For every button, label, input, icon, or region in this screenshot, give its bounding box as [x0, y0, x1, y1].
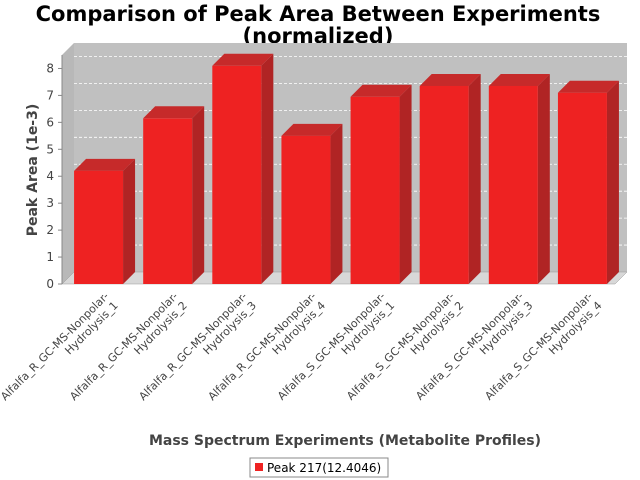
legend-label: Peak 217(12.4046)	[267, 461, 381, 475]
y-tick-label: 6	[46, 115, 54, 129]
plot-back-wall	[74, 43, 627, 272]
bar-front	[281, 135, 331, 284]
bar	[557, 80, 619, 284]
bar	[488, 73, 550, 284]
bar-front	[557, 92, 607, 284]
chart-title: Comparison of Peak Area Between Experime…	[36, 2, 601, 26]
bar-top	[557, 80, 619, 93]
bar-front	[419, 85, 469, 284]
bar	[74, 158, 136, 284]
bar-side	[537, 73, 550, 284]
bar-side	[399, 84, 412, 285]
bar-front	[212, 65, 262, 284]
y-tick-label: 7	[46, 88, 54, 102]
bar-top	[74, 158, 136, 171]
bar-top	[212, 53, 274, 66]
y-tick-label: 2	[46, 223, 54, 237]
bar	[281, 123, 343, 284]
bar	[143, 106, 205, 284]
bar-front	[74, 170, 124, 284]
bar-top	[350, 84, 412, 97]
bar-front	[143, 118, 193, 284]
bar-top	[419, 73, 481, 86]
bar-top	[488, 73, 550, 86]
y-tick-label: 0	[46, 277, 54, 291]
bar	[419, 73, 481, 284]
bar-side	[468, 73, 481, 284]
bar-side	[330, 123, 343, 284]
plot-area	[61, 43, 628, 285]
bar	[212, 53, 274, 284]
x-axis-categories: Alfalfa_R_GC-MS-Nonpolar-Hydrolysis_1Alf…	[0, 290, 605, 403]
legend-swatch	[255, 463, 263, 471]
y-tick-label: 3	[46, 196, 54, 210]
y-tick-label: 1	[46, 250, 54, 264]
bar-front	[488, 85, 538, 284]
bar	[350, 84, 412, 285]
y-tick-label: 4	[46, 169, 54, 183]
bar-front	[350, 96, 400, 285]
bar-side	[123, 158, 136, 284]
x-axis-label: Mass Spectrum Experiments (Metabolite Pr…	[149, 433, 541, 449]
x-tick-label: Alfalfa_R_GC-MS-Nonpolar-Hydrolysis_1	[0, 290, 121, 403]
y-tick-label: 5	[46, 142, 54, 156]
x-tick-label-line: Alfalfa_R_GC-MS-Nonpolar-	[0, 290, 112, 403]
bar-side	[261, 53, 274, 284]
bar-top	[143, 106, 205, 119]
legend-box	[249, 457, 389, 478]
y-tick-label: 8	[46, 61, 54, 75]
bars	[74, 53, 619, 285]
bar-side	[606, 80, 619, 284]
plot-left-wall	[62, 43, 74, 284]
y-axis: 0 1 2 3 4 5 6 7 8	[46, 55, 63, 291]
legend: Peak 217(12.4046)	[249, 457, 389, 478]
bar-side	[192, 106, 205, 284]
bar-top	[281, 123, 343, 136]
y-axis-label: Peak Area (1e-3)	[25, 104, 41, 237]
